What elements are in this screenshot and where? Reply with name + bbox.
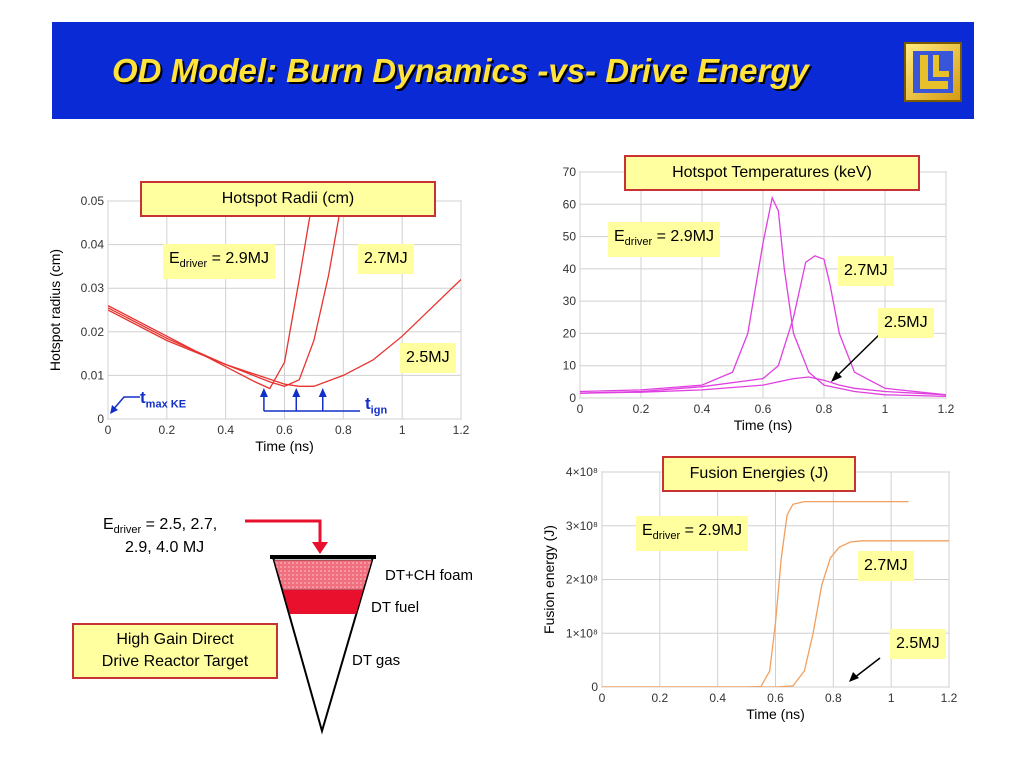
series-line-2 [580, 376, 946, 396]
x-tick-label: 0.8 [335, 423, 352, 437]
fusion-label-2-7mj: 2.7MJ [858, 551, 914, 581]
layer-label-gas: DT gas [352, 652, 401, 669]
hotspot-radii-chart: 0 0.2 0.4 0.6 0.8 1 1.2 0 0.01 0.02 0.03 0.04 0.05 Ti… [47, 194, 470, 454]
y-tick-label: 0 [591, 680, 598, 694]
x-axis-label: Time (ns) [255, 438, 314, 454]
x-tick-label: 1.2 [941, 691, 958, 705]
x-tick-label: 1 [888, 691, 895, 705]
series-line-2 [108, 279, 461, 387]
driver-arrow-icon [245, 519, 322, 544]
t-max-ke-arrowhead [110, 405, 118, 414]
t-ign-arrowhead-0 [259, 388, 268, 397]
series-line-1 [602, 540, 949, 687]
y-tick-label: 2×10⁸ [566, 573, 598, 587]
t-ign-arrowhead-1 [292, 388, 301, 397]
y-tick-label: 0.04 [81, 238, 105, 252]
temp-driver-energy-label: Edriver = 2.9MJ [608, 222, 720, 258]
temp-2-5mj-arrowhead [831, 371, 842, 382]
x-axis-label: Time (ns) [746, 706, 805, 722]
series-line-1 [108, 201, 343, 387]
hotspot-temperatures-title-box: Hotspot Temperatures (keV) [624, 155, 920, 191]
x-axis-label: Time (ns) [734, 417, 793, 433]
y-tick-label: 40 [563, 262, 577, 276]
y-tick-label: 0.05 [81, 194, 105, 208]
llnl-logo-icon [904, 42, 962, 102]
x-tick-label: 0.2 [651, 691, 668, 705]
x-tick-label: 1 [399, 423, 406, 437]
y-tick-label: 20 [563, 326, 577, 340]
layer-label-foam: DT+CH foam [385, 567, 473, 584]
t-ign-label: tign [365, 394, 388, 417]
fusion-energies-chart: 0 0.2 0.4 0.6 0.8 1 1.2 0 1×10⁸ 2×10⁸ 3×10⁸ 4×10⁸ Ti… [541, 465, 958, 722]
y-tick-label: 0 [569, 391, 576, 405]
slide-title: OD Model: Burn Dynamics -vs- Drive Energ… [112, 52, 809, 89]
x-tick-label: 0.6 [755, 402, 772, 416]
y-tick-label: 10 [563, 359, 577, 373]
fusion-2-5mj-arrowhead [849, 672, 859, 682]
series-line-1 [580, 255, 946, 396]
x-tick-label: 0.6 [276, 423, 293, 437]
y-tick-label: 0 [97, 412, 104, 426]
label-2-7mj: 2.7MJ [358, 244, 414, 274]
y-tick-label: 0.03 [81, 281, 105, 295]
label-2-5mj: 2.5MJ [400, 343, 456, 373]
title-banner [52, 22, 974, 119]
temp-label-2-7mj: 2.7MJ [838, 256, 894, 286]
hotspot-temperatures-chart: 0 0.2 0.4 0.6 0.8 1 1.2 0 10 20 30 40 50 60 70 Time (ns… [563, 165, 955, 433]
target-caption-box: High Gain Direct Drive Reactor Target [72, 623, 278, 679]
fusion-driver-energy-label: Edriver = 2.9MJ [636, 516, 748, 552]
x-tick-label: 0.8 [816, 402, 833, 416]
fusion-2-5mj-arrow [853, 657, 881, 679]
t-ign-arrowhead-2 [318, 388, 327, 397]
reactor-target-diagram [245, 519, 376, 735]
y-axis-label: Hotspot radius (cm) [47, 249, 63, 371]
driver-energies-line2: 2.9, 4.0 MJ [125, 539, 205, 556]
x-tick-label: 0.6 [767, 691, 784, 705]
driver-energies-line1: Edriver = 2.5, 2.7, [103, 516, 218, 537]
y-tick-label: 60 [563, 197, 577, 211]
temp-label-2-5mj: 2.5MJ [878, 308, 934, 338]
t-max-ke-label: tmax KE [140, 388, 187, 411]
x-tick-label: 0.2 [633, 402, 650, 416]
series-line-0 [580, 195, 946, 398]
t-max-ke-arrow [111, 396, 140, 412]
x-tick-label: 0 [577, 402, 584, 416]
y-tick-label: 1×10⁸ [566, 626, 598, 640]
y-tick-label: 30 [563, 294, 577, 308]
x-tick-label: 1.2 [453, 423, 470, 437]
temp-2-5mj-arrow [834, 331, 883, 379]
series-line-0 [108, 201, 314, 390]
fusion-label-2-5mj: 2.5MJ [890, 629, 946, 659]
fuel-layer [283, 590, 363, 614]
fusion-energies-title-box: Fusion Energies (J) [662, 456, 856, 492]
y-tick-label: 4×10⁸ [566, 465, 598, 479]
x-tick-label: 1 [882, 402, 889, 416]
x-tick-label: 0.4 [217, 423, 234, 437]
x-tick-label: 0 [599, 691, 606, 705]
hotspot-radii-title-box: Hotspot Radii (cm) [140, 181, 436, 217]
x-tick-label: 0.4 [694, 402, 711, 416]
y-axis-label: Fusion energy (J) [541, 525, 557, 634]
driver-energy-label: Edriver = 2.9MJ [163, 244, 275, 280]
x-tick-label: 0.8 [825, 691, 842, 705]
y-tick-label: 70 [563, 165, 577, 179]
y-tick-label: 3×10⁸ [566, 519, 598, 533]
x-tick-label: 1.2 [938, 402, 955, 416]
y-tick-label: 0.02 [81, 325, 105, 339]
y-tick-label: 50 [563, 230, 577, 244]
x-tick-label: 0.4 [709, 691, 726, 705]
layer-label-fuel: DT fuel [371, 599, 420, 616]
foam-layer [273, 559, 373, 591]
y-tick-label: 0.01 [81, 368, 105, 382]
x-tick-label: 0 [105, 423, 112, 437]
x-tick-label: 0.2 [158, 423, 175, 437]
